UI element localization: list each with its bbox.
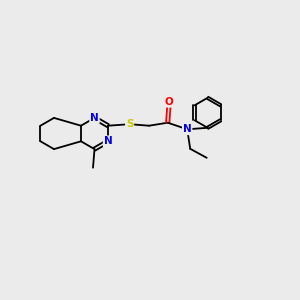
Text: S: S <box>126 119 134 129</box>
Text: N: N <box>183 124 192 134</box>
Text: N: N <box>103 136 112 146</box>
Text: O: O <box>165 97 174 107</box>
Text: N: N <box>90 113 99 123</box>
